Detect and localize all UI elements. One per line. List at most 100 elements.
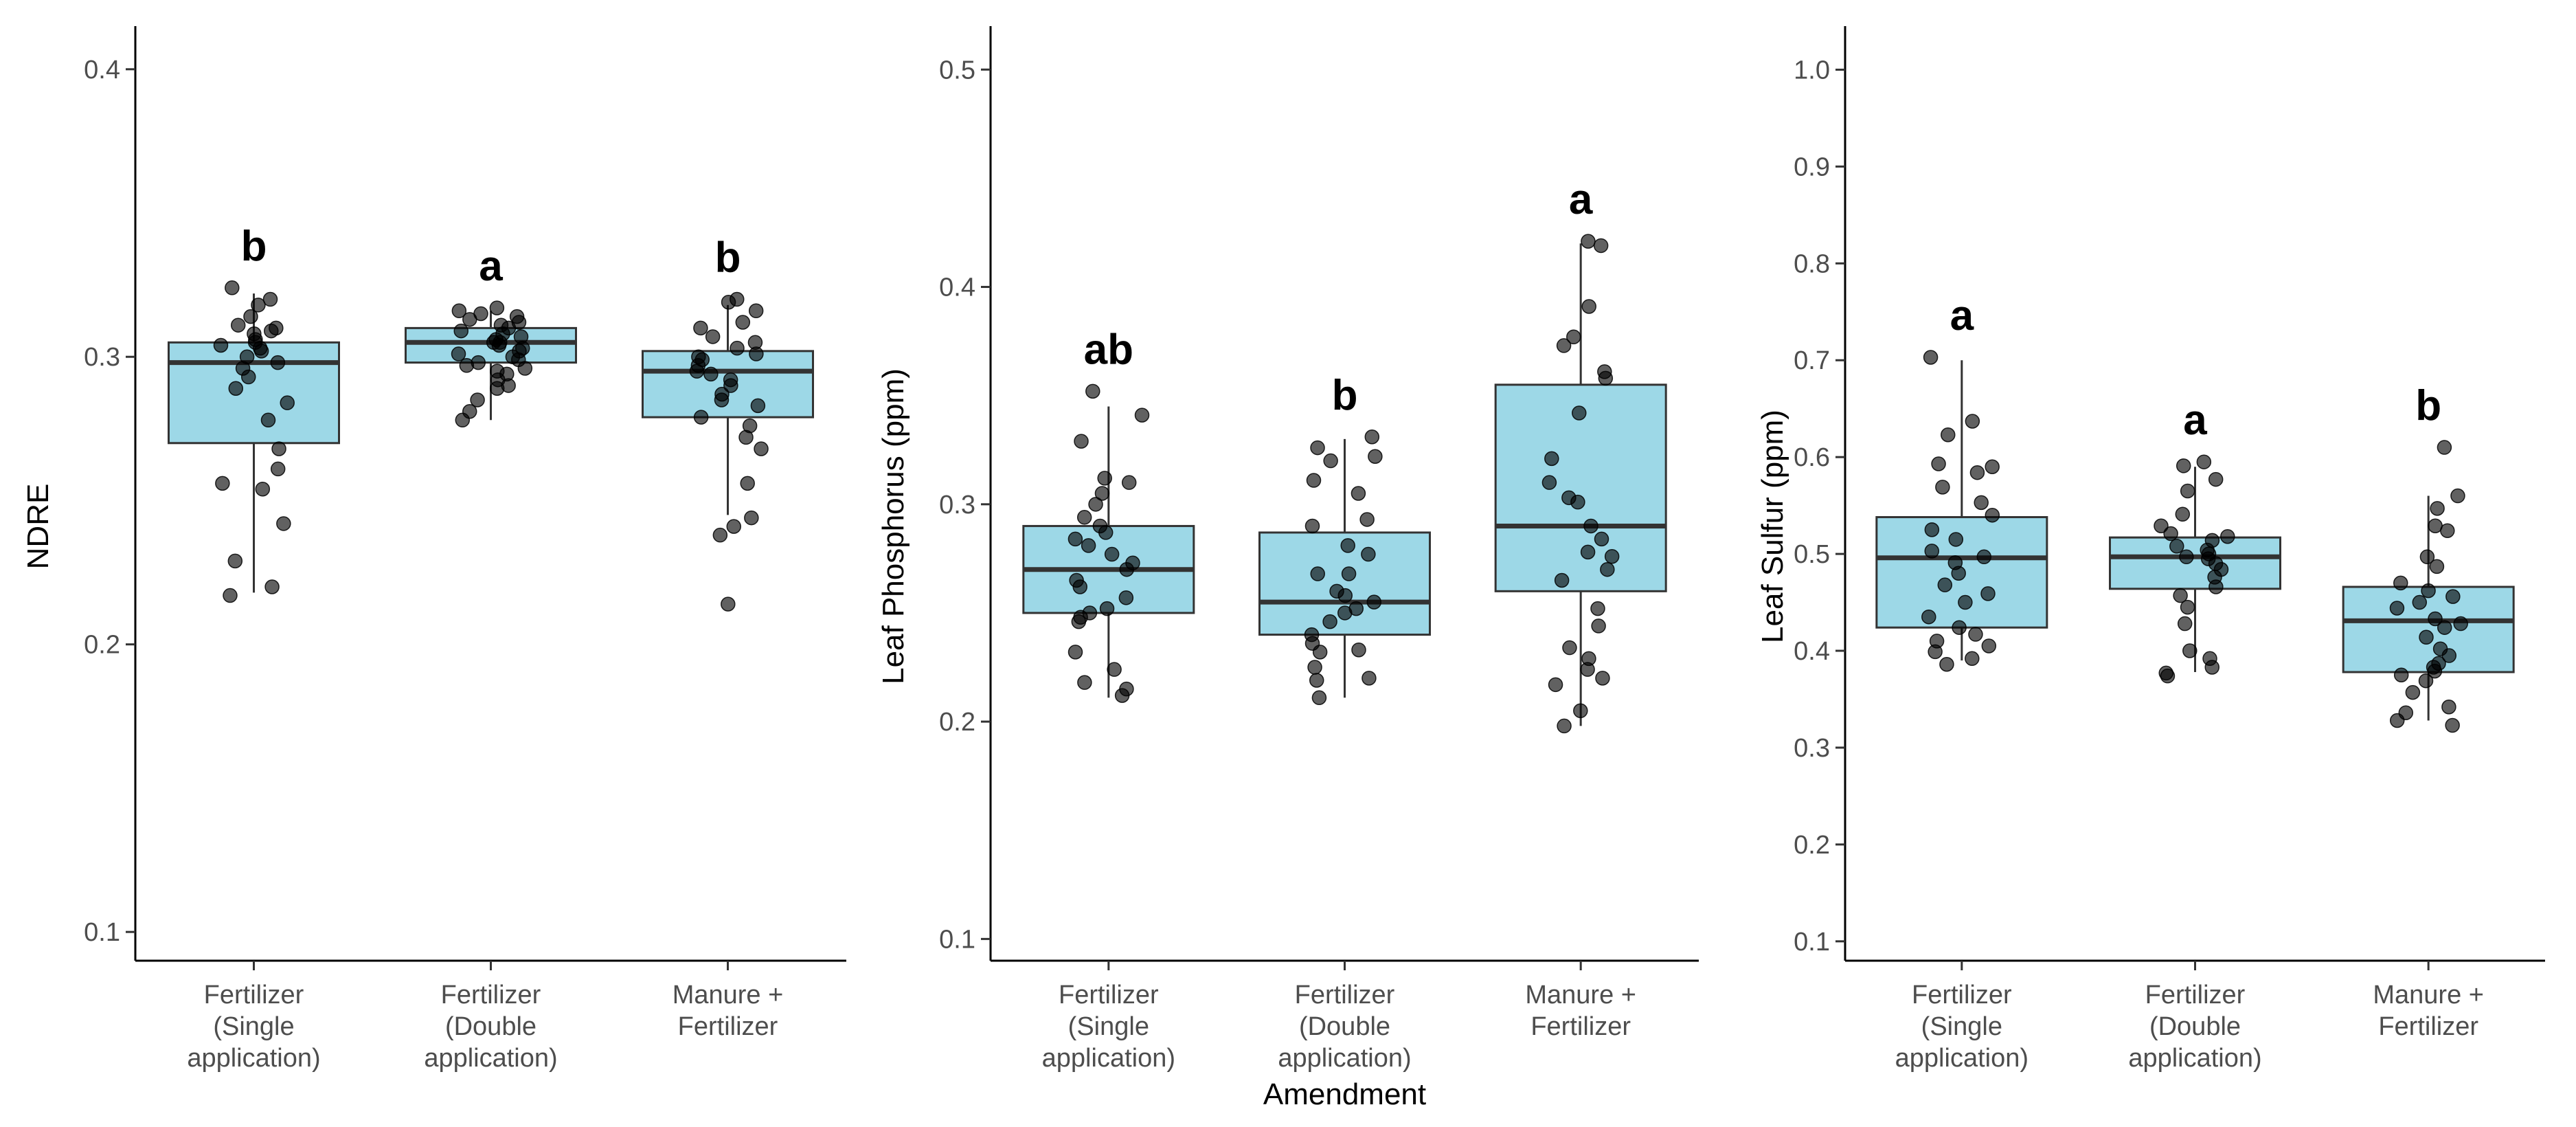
data-point <box>1312 645 1328 660</box>
data-point <box>2441 700 2456 715</box>
data-point <box>1072 579 1088 594</box>
data-point <box>1951 566 1966 581</box>
data-point <box>455 412 471 428</box>
data-point <box>2453 616 2468 632</box>
data-point <box>1310 566 1325 581</box>
data-point <box>2204 660 2220 675</box>
data-point <box>1351 642 1366 658</box>
x-category-label: application) <box>1278 1044 1411 1073</box>
data-point <box>1323 453 1338 469</box>
data-point <box>2220 528 2235 544</box>
data-point <box>280 395 295 410</box>
x-category-label: application) <box>1895 1044 2029 1073</box>
data-point <box>1572 405 1587 421</box>
data-point <box>2393 667 2409 682</box>
data-point <box>262 291 278 307</box>
data-point <box>1085 383 1100 399</box>
x-category-label: Manure + <box>673 981 784 1009</box>
data-point <box>2208 579 2224 594</box>
x-category-label: (Double <box>1299 1012 1390 1041</box>
data-point <box>1958 594 1973 610</box>
data-point <box>270 355 286 370</box>
data-point <box>705 329 721 344</box>
data-point <box>2419 629 2434 645</box>
data-point <box>1071 614 1087 629</box>
x-category-label: Fertilizer <box>204 981 304 1009</box>
data-point <box>1931 456 1946 471</box>
data-point <box>2437 440 2452 455</box>
data-point <box>693 320 708 336</box>
y-axis-title: NDRE <box>21 484 55 570</box>
x-category-label: Fertilizer <box>1530 1012 1631 1041</box>
data-point <box>1604 548 1620 564</box>
data-point <box>1097 471 1112 486</box>
y-tick-label: 0.8 <box>1794 249 1830 278</box>
y-tick-label: 0.2 <box>939 708 975 737</box>
data-point <box>1598 370 1614 386</box>
data-point <box>1304 518 1320 534</box>
y-tick-label: 0.4 <box>84 56 120 85</box>
data-point <box>215 476 230 491</box>
data-point <box>2163 526 2178 542</box>
data-point <box>1548 677 1563 693</box>
data-point <box>1557 718 1572 734</box>
data-point <box>1107 662 1122 677</box>
data-point <box>2421 583 2436 599</box>
data-point <box>1562 640 1577 656</box>
data-point <box>1976 549 1992 565</box>
data-point <box>1928 644 1943 660</box>
data-point <box>2154 518 2169 533</box>
data-point <box>1935 480 1950 495</box>
data-point <box>703 366 719 382</box>
significance-letter: a <box>479 243 503 290</box>
data-point <box>489 381 505 397</box>
data-point <box>1923 350 1939 365</box>
data-point <box>1556 338 1572 353</box>
data-point <box>1094 486 1110 501</box>
data-point <box>264 579 280 594</box>
x-category-label: Fertilizer <box>441 981 541 1009</box>
x-category-label: application) <box>1042 1044 1175 1073</box>
data-point <box>1076 510 1092 525</box>
data-point <box>1554 572 1570 588</box>
x-category-label: Fertilizer <box>1059 981 1159 1009</box>
y-tick-label: 0.6 <box>1794 443 1830 472</box>
data-point <box>1924 522 1940 537</box>
x-category-label: Fertilizer <box>2378 1012 2478 1041</box>
data-point <box>1566 329 1581 345</box>
data-point <box>2176 458 2191 473</box>
y-tick-label: 0.1 <box>939 925 975 954</box>
data-point <box>721 294 736 310</box>
data-point <box>714 392 730 408</box>
data-point <box>451 303 467 319</box>
data-point <box>1593 238 1609 254</box>
x-category-label: application) <box>187 1044 320 1073</box>
significance-letter: b <box>2415 382 2441 429</box>
data-point <box>2405 684 2421 700</box>
x-category-label: Fertilizer <box>1912 981 2012 1009</box>
significance-letter: b <box>241 223 267 270</box>
data-point <box>1310 440 1325 456</box>
leaf-sulfur-panel: 0.1 0.2 0.3 0.4 0.5 0.6 0.7 0.8 0.9 1.0 Leaf Sulfu… <box>1756 26 2545 1073</box>
data-point <box>1362 671 1377 686</box>
data-point <box>2160 668 2176 684</box>
data-point <box>2445 589 2461 604</box>
data-point <box>2173 588 2188 603</box>
data-point <box>243 309 258 324</box>
data-point <box>750 398 766 414</box>
data-point <box>1581 234 1596 249</box>
data-point <box>1590 601 1605 616</box>
data-point <box>1921 609 1936 625</box>
x-category-label: application) <box>2128 1044 2261 1073</box>
data-point <box>230 317 246 333</box>
data-point <box>1580 662 1595 677</box>
data-point <box>2169 539 2184 554</box>
data-point <box>1341 566 1357 581</box>
data-point <box>240 369 256 385</box>
x-category-label: Fertilizer <box>2145 981 2246 1009</box>
data-point <box>1581 299 1596 314</box>
data-point <box>491 337 507 353</box>
data-point <box>2418 673 2434 689</box>
y-axis-title: Leaf Sulfur (ppm) <box>1756 410 1789 643</box>
